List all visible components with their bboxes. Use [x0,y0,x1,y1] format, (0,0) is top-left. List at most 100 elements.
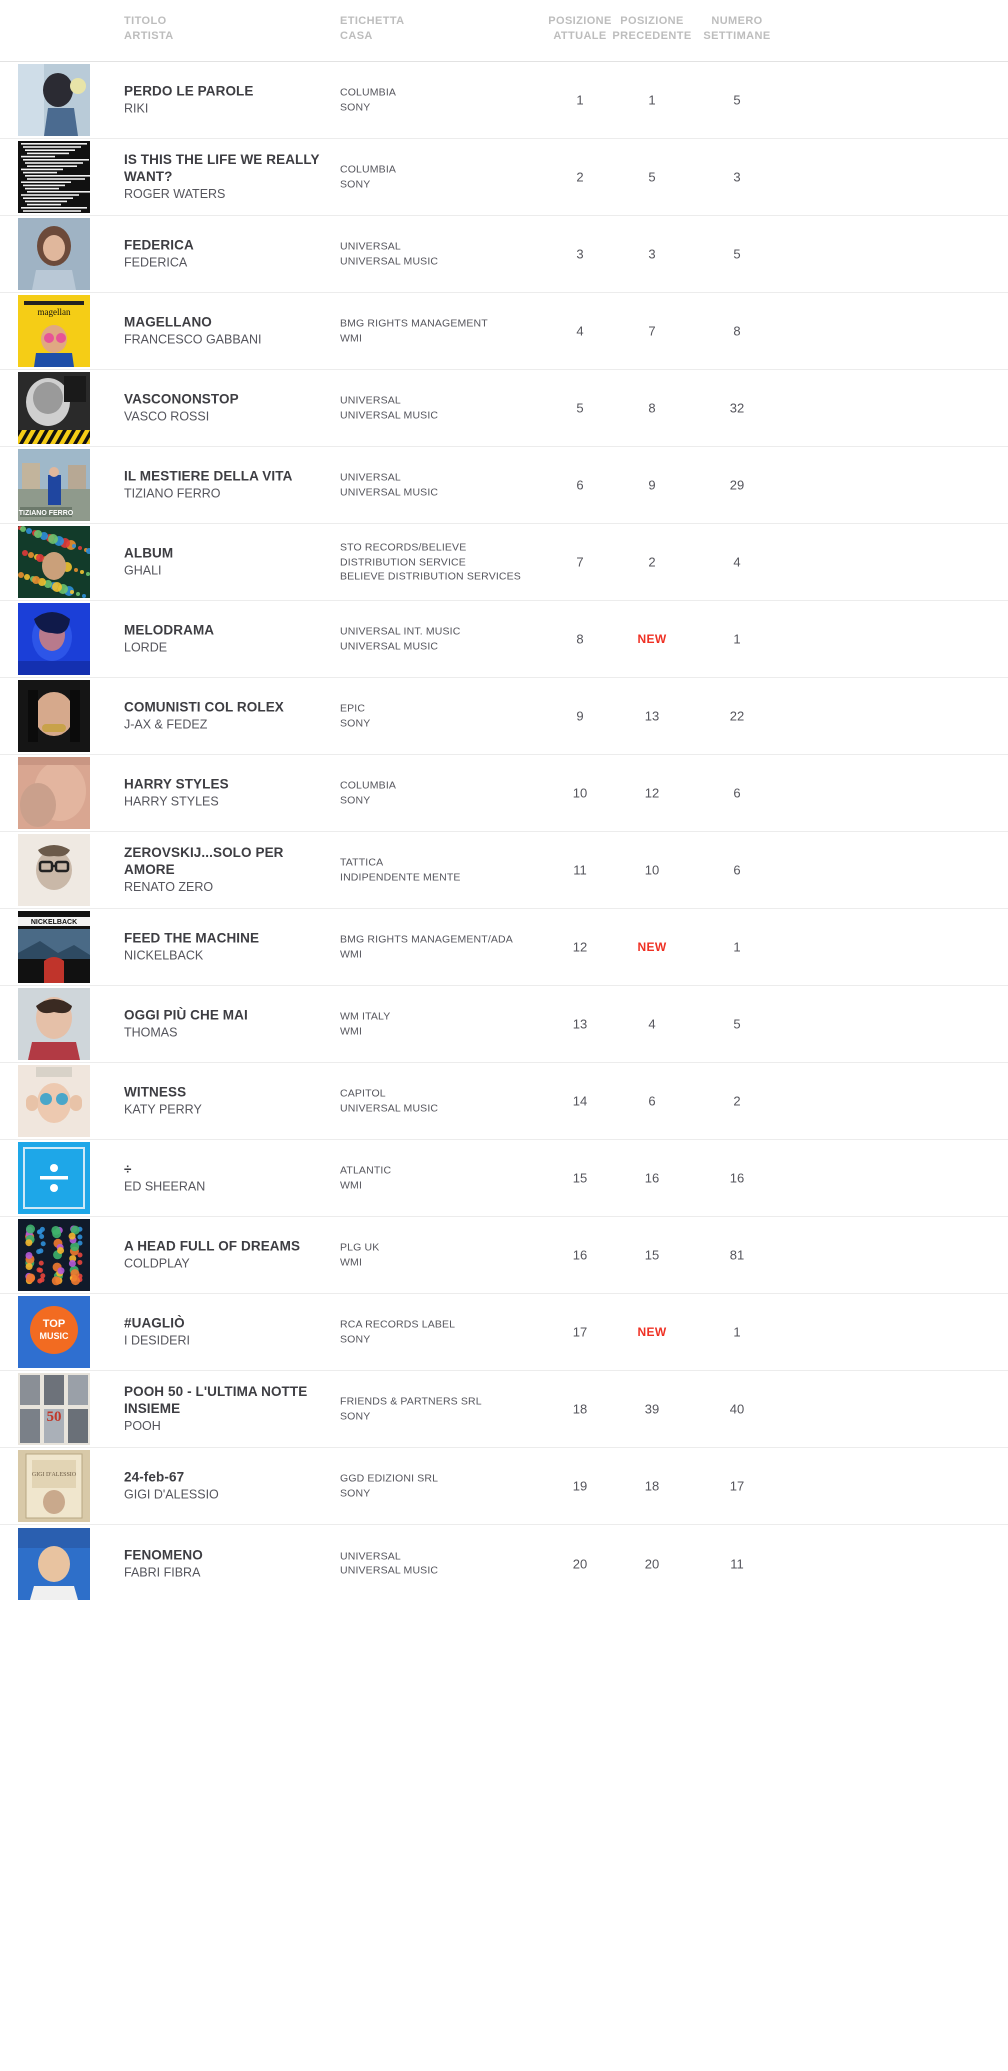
album-title[interactable]: FEED THE MACHINE [124,930,260,946]
album-title[interactable]: VASCONONSTOP [124,391,239,407]
album-cover-image [18,1219,90,1291]
table-row[interactable]: ZEROVSKIJ...SOLO PER AMORE RENATO ZERO TAT… [0,832,1008,909]
table-row[interactable]: TOP MUSIC #UAGLIÒ I DESIDERI RCA RECORDS LAB… [0,1294,1008,1371]
table-row[interactable]: magellan MAGELLANO FRANCESCO GABBANI BMG RI… [0,293,1008,370]
album-artist[interactable]: VASCO ROSSI [124,409,210,424]
table-row[interactable]: GIGI D'ALESSIO 24-feb-67 GIGI D'ALESSIO GGD… [0,1448,1008,1525]
album-title[interactable]: IS THIS THE LIFE WE REALLY WANT? [124,152,320,184]
record-label: COLUMBIA [340,86,397,99]
table-row[interactable]: OGGI PIÙ CHE MAI THOMAS WM ITALY WMI 13 4 5 [0,986,1008,1063]
table-row[interactable]: 50 POOH 50 - L'ULTIMA NOTTE INSIEME POOH FR… [0,1371,1008,1448]
album-title[interactable]: IL MESTIERE DELLA VITA [124,468,293,484]
label-company-cell: WM ITALY WMI [340,1010,535,1039]
album-artist[interactable]: GIGI D'ALESSIO [124,1487,219,1502]
current-position-value: 11 [573,862,587,878]
album-artist[interactable]: RIKI [124,101,149,116]
album-title[interactable]: ALBUM [124,545,174,561]
label-company-cell: BMG RIGHTS MANAGEMENT WMI [340,317,535,346]
album-artist[interactable]: FRANCESCO GABBANI [124,332,262,347]
album-cover-image [18,988,90,1060]
current-position-value: 2 [576,169,584,185]
title-artist-cell: IS THIS THE LIFE WE REALLY WANT? ROGER WA… [124,151,329,203]
table-row[interactable]: TIZIANO FERRO IL MESTIERE DELLA VITA TIZIA… [0,447,1008,524]
album-title[interactable]: ZEROVSKIJ...SOLO PER AMORE [124,845,284,877]
album-cover-image [18,1527,90,1600]
album-cover-image [18,757,90,829]
album-title[interactable]: POOH 50 - L'ULTIMA NOTTE INSIEME [124,1384,308,1416]
album-artist[interactable]: COLDPLAY [124,1256,190,1271]
record-label: UNIVERSAL [340,240,401,253]
album-artist[interactable]: THOMAS [124,1025,178,1040]
table-row[interactable]: HARRY STYLES HARRY STYLES COLUMBIA SONY 10 12… [0,755,1008,832]
album-artist[interactable]: LORDE [124,640,168,655]
table-row[interactable]: WITNESS KATY PERRY CAPITOL UNIVERSAL MUSIC 1… [0,1063,1008,1140]
table-row[interactable]: FENOMENO FABRI FIBRA UNIVERSAL UNIVERSAL MU… [0,1525,1008,1602]
album-title[interactable]: WITNESS [124,1084,187,1100]
album-artist[interactable]: TIZIANO FERRO [124,486,221,501]
record-company: SONY [340,1333,371,1345]
table-row[interactable]: NICKELBACK FEED THE MACHINE NICKELBACK BMG … [0,909,1008,986]
table-row[interactable]: FEDERICA FEDERICA UNIVERSAL UNIVERSAL MUSIC… [0,216,1008,293]
album-artist[interactable]: RENATO ZERO [124,880,214,894]
album-artist[interactable]: KATY PERRY [124,1102,202,1117]
album-title[interactable]: COMUNISTI COL ROLEX [124,699,284,715]
title-artist-cell: IL MESTIERE DELLA VITA TIZIANO FERRO [124,468,329,503]
record-label: WM ITALY [340,1010,391,1023]
record-label: UNIVERSAL [340,471,401,484]
record-label: RCA RECORDS LABEL [340,1318,456,1331]
album-artist[interactable]: GHALI [124,563,162,578]
weeks-on-chart-value: 6 [733,862,741,878]
title-artist-cell: FEED THE MACHINE NICKELBACK [124,930,329,965]
table-row[interactable]: ÷ ED SHEERAN ATLANTIC WMI 15 16 16 [0,1140,1008,1217]
record-company: INDIPENDENTE MENTE [340,871,461,883]
table-row[interactable]: COMUNISTI COL ROLEX J-AX & FEDEZ EPIC SONY 9… [0,678,1008,755]
table-row[interactable]: PERDO LE PAROLE RIKI COLUMBIA SONY 1 1 5 [0,62,1008,139]
current-position-value: 20 [572,1556,588,1571]
table-row[interactable]: IS THIS THE LIFE WE REALLY WANT? ROGER WA… [0,139,1008,216]
previous-position-value: 5 [648,169,656,185]
previous-position-value: 4 [648,1016,656,1032]
album-title[interactable]: #UAGLIÒ [124,1315,185,1331]
column-header-previous-position: POSIZIONE PRECEDENTE [610,14,694,44]
album-artist[interactable]: J-AX & FEDEZ [124,717,208,732]
title-artist-cell: WITNESS KATY PERRY [124,1084,329,1119]
weeks-on-chart-value: 3 [733,169,741,185]
previous-position-value: 12 [644,785,660,801]
weeks-on-chart-value: 11 [730,1556,744,1571]
album-artist[interactable]: ROGER WATERS [124,187,226,201]
table-row[interactable]: VASCONONSTOP VASCO ROSSI UNIVERSAL UNIVERSA… [0,370,1008,447]
column-header-previous-position-line1: POSIZIONE [620,15,684,27]
new-entry-badge: NEW [637,1325,667,1339]
album-artist[interactable]: HARRY STYLES [124,794,219,809]
album-title[interactable]: FEDERICA [124,237,194,253]
table-row[interactable]: A HEAD FULL OF DREAMS COLDPLAY PLG UK WMI 16… [0,1217,1008,1294]
album-title[interactable]: MAGELLANO [124,314,212,330]
album-artist[interactable]: I DESIDERI [124,1333,190,1348]
album-artist[interactable]: ED SHEERAN [124,1179,206,1194]
album-artist[interactable]: FABRI FIBRA [124,1565,201,1579]
previous-position-value: 3 [648,246,656,262]
album-title[interactable]: MELODRAMA [124,622,215,638]
previous-position-value: 7 [648,323,656,339]
album-title[interactable]: 24-feb-67 [124,1469,185,1485]
album-title[interactable]: FENOMENO [124,1547,203,1562]
album-artist[interactable]: FEDERICA [124,255,188,270]
album-title[interactable]: ÷ [124,1161,132,1177]
label-company-cell: EPIC SONY [340,702,535,731]
record-label: FRIENDS & PARTNERS SRL [340,1395,482,1408]
album-artist[interactable]: POOH [124,1419,161,1433]
album-title[interactable]: HARRY STYLES [124,776,229,792]
table-row[interactable]: MELODRAMA LORDE UNIVERSAL INT. MUSIC UNIVER… [0,601,1008,678]
current-position-value: 6 [576,477,584,493]
album-title[interactable]: A HEAD FULL OF DREAMS [124,1238,301,1254]
column-header-label-line1: ETICHETTA [340,15,405,27]
album-title[interactable]: OGGI PIÙ CHE MAI [124,1007,248,1023]
album-title[interactable]: PERDO LE PAROLE [124,83,254,99]
album-artist[interactable]: NICKELBACK [124,948,204,963]
label-company-cell: UNIVERSAL INT. MUSIC UNIVERSAL MUSIC [340,625,535,654]
weeks-on-chart-value: 6 [733,785,741,801]
table-row[interactable]: ALBUM GHALI STO RECORDS/BELIEVE DISTRIBUTI… [0,524,1008,601]
record-label: UNIVERSAL [340,394,401,407]
album-cover-image [18,218,90,290]
svg-text:50: 50 [47,1409,62,1425]
